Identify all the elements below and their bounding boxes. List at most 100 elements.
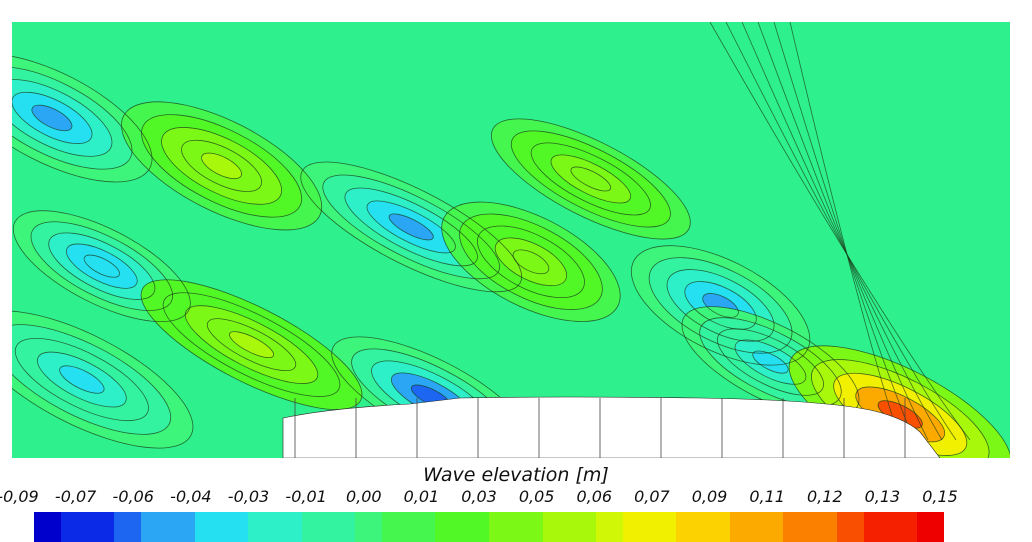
contour-line xyxy=(789,22,901,441)
colorbar-swatch xyxy=(836,512,864,542)
colorbar-swatch xyxy=(408,512,436,542)
contour-line xyxy=(66,243,138,289)
colorbar-tick-label: 0,01 xyxy=(403,487,440,506)
colorbar-swatch xyxy=(676,512,704,542)
contour-line xyxy=(648,257,793,354)
contour-line xyxy=(37,351,127,408)
contour-line xyxy=(344,187,478,267)
wave-regions xyxy=(12,53,1010,458)
contour-line xyxy=(757,22,929,441)
legend-title: Wave elevation [m] xyxy=(423,464,609,486)
colorbar-swatch xyxy=(221,512,249,542)
colorbar-swatch xyxy=(462,512,490,542)
colorbar-swatch xyxy=(863,512,891,542)
colorbar-tick-label: 0,09 xyxy=(691,487,728,506)
legend-tick-labels: -0,09 -0,07 -0,06 -0,04 -0,03 -0,01 0,00 0,01 0,… xyxy=(0,487,1032,509)
colorbar-swatch xyxy=(141,512,168,542)
contour-line xyxy=(141,114,303,218)
contour-line xyxy=(300,161,523,293)
contour-line xyxy=(140,279,363,410)
colorbar-swatch xyxy=(435,512,463,542)
colorbar-tick-label: -0,04 xyxy=(170,487,212,506)
colorbar-swatch xyxy=(917,512,945,542)
wave-crest-region xyxy=(201,153,242,179)
colorbar-tick-label: 0,07 xyxy=(634,487,670,506)
colorbar-swatch xyxy=(274,512,302,542)
colorbar-tick-label: 0,06 xyxy=(576,487,613,506)
contour-line xyxy=(59,365,105,394)
colorbar-swatch xyxy=(194,512,222,542)
contour-line xyxy=(530,142,651,216)
contour-line xyxy=(206,318,297,371)
colorbar xyxy=(34,512,945,542)
contour-line xyxy=(734,339,807,385)
contour-line xyxy=(741,22,943,441)
colorbar-swatch xyxy=(703,512,730,542)
contour-line xyxy=(716,328,824,396)
wave-crest-region xyxy=(229,331,274,358)
colorbar-swatch xyxy=(87,512,115,542)
colorbar-tick-label: -0,06 xyxy=(112,487,154,506)
colorbar-swatch xyxy=(60,512,88,542)
contour-line xyxy=(201,152,243,180)
colorbar-swatch xyxy=(301,512,329,542)
contour-line xyxy=(709,22,971,441)
colorbar-swatch xyxy=(542,512,570,542)
wave-elevation-contour-plot xyxy=(12,22,1010,458)
contour-line xyxy=(12,210,191,323)
contour-line xyxy=(162,292,341,397)
colorbar-swatch xyxy=(596,512,623,542)
contour-line xyxy=(510,130,671,228)
colorbar-swatch xyxy=(783,512,811,542)
contour-line xyxy=(184,305,319,384)
colorbar-swatch xyxy=(622,512,650,542)
wave-trough-region xyxy=(752,350,789,374)
colorbar-swatch xyxy=(381,512,409,542)
colorbar-swatch xyxy=(248,512,275,542)
colorbar-tick-label: 0,03 xyxy=(461,487,497,506)
hull-station-lines xyxy=(294,398,906,458)
colorbar-tick-label: -0,09 xyxy=(0,487,39,506)
colorbar-tick-label: 0,13 xyxy=(864,487,901,506)
contour-line xyxy=(322,174,500,280)
colorbar-tick-label: 0,15 xyxy=(922,487,958,506)
colorbar-swatch xyxy=(890,512,918,542)
contour-line xyxy=(12,79,113,157)
colorbar-tick-label: -0,07 xyxy=(54,487,97,506)
contour-line xyxy=(550,154,632,204)
colorbar-tick-label: 0,12 xyxy=(806,487,843,506)
contour-line xyxy=(31,104,73,132)
contour-line xyxy=(14,337,149,422)
wave-crest-region xyxy=(513,249,549,274)
colorbar-tick-label: 0,11 xyxy=(749,487,785,506)
colorbar-swatch xyxy=(756,512,784,542)
wave-trough-region xyxy=(84,255,120,278)
colorbar-swatch xyxy=(729,512,757,542)
contour-line xyxy=(494,237,568,287)
contour-line xyxy=(490,118,691,240)
contour-line xyxy=(388,213,434,241)
contour-line xyxy=(366,200,456,254)
contour-line xyxy=(699,317,842,407)
colorbar-swatch xyxy=(114,512,142,542)
colorbar-tick-label: -0,01 xyxy=(285,487,327,506)
colorbar-swatch xyxy=(355,512,382,542)
wave-crest-region xyxy=(878,400,923,429)
contour-line xyxy=(83,254,120,278)
wave-trough-region xyxy=(59,365,105,394)
ship-hull xyxy=(282,396,941,458)
colorbar-swatch xyxy=(167,512,195,542)
contour-line xyxy=(229,331,275,359)
contour-line xyxy=(752,350,789,374)
contour-line xyxy=(12,310,194,449)
colorbar-tick-label: -0,03 xyxy=(227,487,270,506)
contour-line xyxy=(12,91,93,144)
contour-line xyxy=(570,166,612,192)
colorbar-swatch xyxy=(569,512,597,542)
colorbar-tick-label: 0,00 xyxy=(345,487,382,506)
colorbar-swatch xyxy=(649,512,677,542)
colorbar-swatch xyxy=(489,512,516,542)
contour-line xyxy=(181,139,263,192)
wave-trough-region xyxy=(31,105,72,131)
colorbar-swatch xyxy=(328,512,356,542)
